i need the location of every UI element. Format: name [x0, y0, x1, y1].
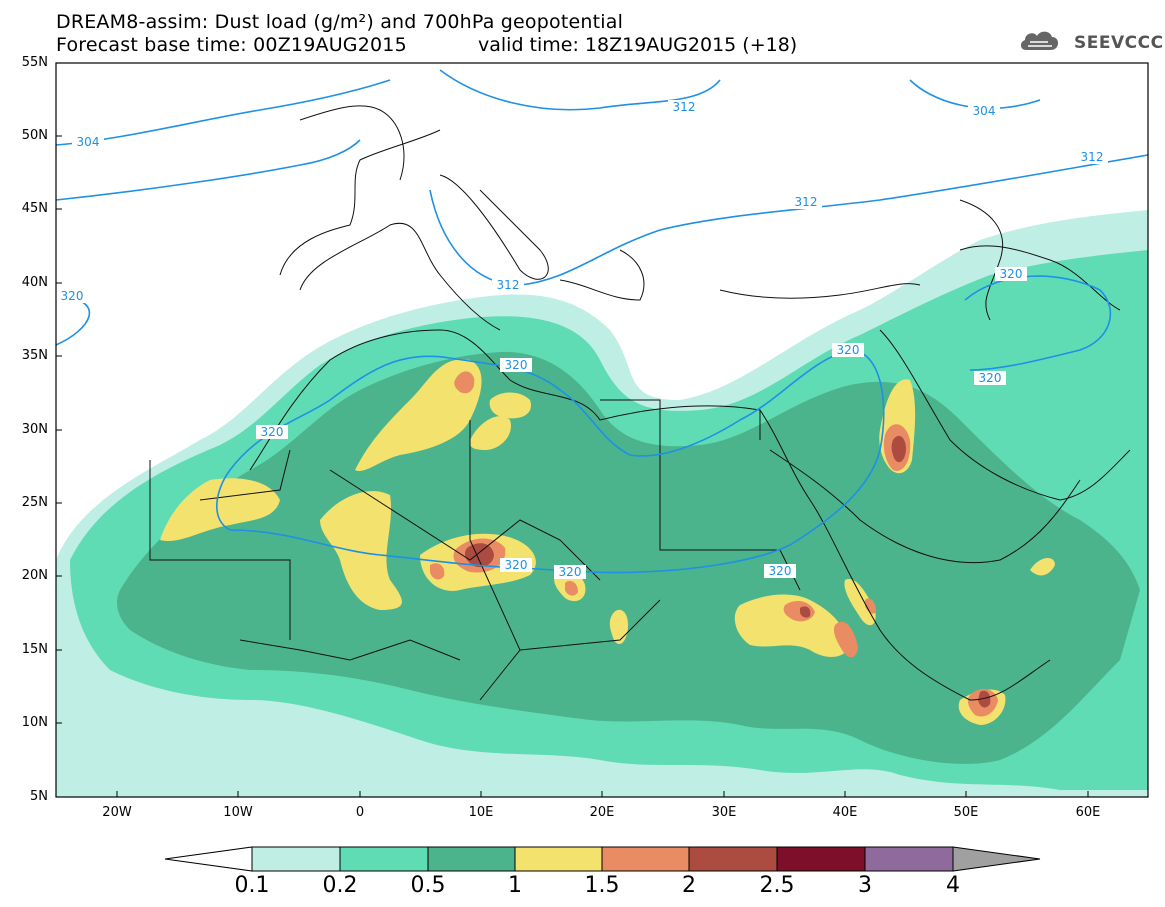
lat-label: 55N [21, 55, 48, 70]
contour-label: 312 [492, 278, 524, 292]
svg-text:320: 320 [559, 565, 582, 579]
colorbar-high-arrow [952, 846, 1041, 872]
contour-label: 320 [974, 371, 1006, 385]
svg-text:304: 304 [973, 104, 996, 118]
colorbar [164, 846, 1041, 872]
lon-label: 10E [468, 805, 494, 820]
lon-label: 20W [102, 805, 132, 820]
colorbar-label: 3 [858, 873, 872, 898]
contour-label: 320 [764, 564, 796, 578]
contour-label: 320 [500, 358, 532, 372]
lon-label: 30E [711, 805, 737, 820]
colorbar-swatch-2.5 [776, 846, 866, 872]
cloud-icon [1020, 31, 1059, 50]
lat-label: 30N [21, 422, 48, 437]
lat-label: 45N [21, 201, 48, 216]
svg-text:320: 320 [1000, 267, 1023, 281]
colorbar-swatch-1 [514, 846, 603, 872]
colorbar-swatch-3 [864, 846, 954, 872]
lon-label: 10W [223, 805, 253, 820]
colorbar-swatch-0.5 [427, 846, 516, 872]
lon-label: 20E [589, 805, 615, 820]
svg-text:320: 320 [61, 289, 84, 303]
contour-label: 304 [968, 104, 1000, 118]
svg-text:320: 320 [505, 358, 528, 372]
lat-label: 25N [21, 495, 48, 510]
contour-label: 320 [832, 343, 864, 357]
lat-label: 50N [21, 128, 48, 143]
colorbar-label: 0.5 [410, 873, 446, 898]
lat-label: 35N [21, 348, 48, 363]
colorbar-label: 2.5 [759, 873, 795, 898]
contour-label: 320 [56, 289, 88, 303]
colorbar-low-arrow [164, 846, 253, 872]
colorbar-label: 2 [682, 873, 696, 898]
svg-text:320: 320 [261, 425, 284, 439]
contour-label: 312 [790, 195, 822, 209]
contour-label: 312 [1076, 150, 1108, 164]
contour-label: 312 [668, 100, 700, 114]
colorbar-swatch-2 [688, 846, 778, 872]
contour-label: 320 [256, 425, 288, 439]
valid-time: valid time: 18Z19AUG2015 (+18) [478, 34, 798, 56]
colorbar-swatch-1.5 [601, 846, 690, 872]
svg-text:312: 312 [673, 100, 696, 114]
colorbar-swatch-0.1 [251, 846, 341, 872]
lat-label: 15N [21, 642, 48, 657]
contour-label: 320 [500, 558, 532, 572]
contour-label: 320 [554, 565, 586, 579]
lon-label: 40E [832, 805, 858, 820]
colorbar-label: 1.5 [584, 873, 620, 898]
lat-label: 20N [21, 568, 48, 583]
coastlines [149, 105, 1131, 701]
dust-area-2.0 [464, 435, 991, 708]
logo-text: SEEVCCC [1074, 33, 1164, 53]
svg-text:312: 312 [497, 278, 520, 292]
contour-label: 320 [995, 267, 1027, 281]
svg-text:312: 312 [1081, 150, 1104, 164]
map-title: DREAM8-assim: Dust load (g/m²) and 700hP… [56, 11, 624, 33]
lat-label: 10N [21, 715, 48, 730]
lon-label: 60E [1075, 805, 1101, 820]
lat-label: 40N [21, 275, 48, 290]
svg-text:312: 312 [795, 195, 818, 209]
svg-text:320: 320 [769, 564, 792, 578]
svg-text:320: 320 [979, 371, 1002, 385]
lat-label: 5N [30, 789, 48, 804]
colorbar-label: 1 [508, 873, 522, 898]
colorbar-label: 0.1 [234, 873, 270, 898]
forecast-base-time: Forecast base time: 00Z19AUG2015 [56, 34, 407, 56]
colorbar-label: 0.2 [322, 873, 358, 898]
lon-label: 50E [953, 805, 979, 820]
contour-label: 304 [72, 135, 104, 149]
lon-label: 0 [355, 805, 365, 820]
colorbar-swatch-0.2 [339, 846, 429, 872]
svg-text:320: 320 [837, 343, 860, 357]
svg-text:320: 320 [505, 558, 528, 572]
axis-ticks [56, 62, 1089, 797]
svg-text:304: 304 [77, 135, 100, 149]
colorbar-label: 4 [946, 873, 960, 898]
